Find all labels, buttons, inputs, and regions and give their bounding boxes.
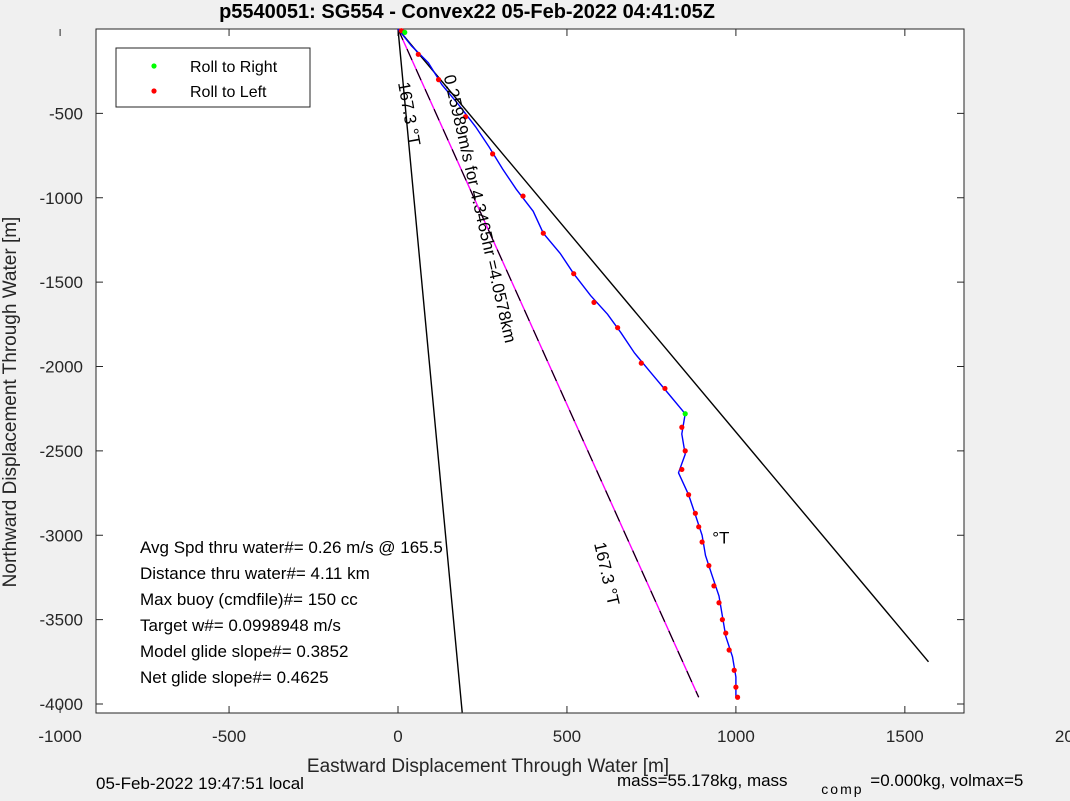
footer-local-time: 05-Feb-2022 19:47:51 local <box>96 774 304 793</box>
roll-left-point <box>415 51 421 57</box>
y-tick-label: -3500 <box>40 611 83 630</box>
legend: Roll to Right Roll to Left <box>115 47 311 108</box>
annotation-label: °T <box>712 529 729 548</box>
chart-title: p5540051: SG554 - Convex22 05-Feb-2022 0… <box>219 1 715 23</box>
stat-line: Max buoy (cmdfile)#= 150 cc <box>140 590 358 609</box>
y-tick-label: -1500 <box>40 273 83 292</box>
x-tick-label: 1000 <box>717 727 755 746</box>
roll-left-point <box>723 630 729 636</box>
y-tick-label: -4000 <box>40 695 83 714</box>
plot-area <box>95 28 965 714</box>
stat-line: Model glide slope#= 0.3852 <box>140 642 348 661</box>
roll-left-point <box>711 583 717 589</box>
x-tick-label: -500 <box>212 727 246 746</box>
roll-left-point <box>462 114 469 120</box>
x-axis: -1500-1000-500050010001500200025003000 <box>38 29 1070 746</box>
x-tick-label: -1000 <box>38 727 81 746</box>
x-axis-label: Eastward Displacement Through Water [m] <box>307 756 669 777</box>
y-tick-label: -2000 <box>40 358 83 377</box>
roll-left-point <box>706 563 712 569</box>
legend-marker <box>151 88 157 94</box>
roll-left-point <box>571 271 577 277</box>
roll-left-point <box>692 510 698 516</box>
roll-left-point <box>719 617 725 623</box>
footer-mass-sub: comp <box>821 781 863 797</box>
roll-left-point <box>734 694 741 700</box>
roll-left-point <box>696 524 702 530</box>
roll-left-point <box>435 77 442 83</box>
plot-series <box>397 28 930 713</box>
roll-left-point <box>520 193 526 199</box>
roll-left-point <box>699 539 705 545</box>
y-tick-label: -1000 <box>40 189 83 208</box>
legend-label: Roll to Right <box>190 59 278 76</box>
roll-right-point <box>682 411 688 417</box>
legend-marker <box>151 63 157 69</box>
roll-left-point <box>733 684 739 690</box>
stat-line: Avg Spd thru water#= 0.26 m/s @ 165.5 <box>140 538 443 557</box>
envelope-line <box>397 28 463 713</box>
roll-left-point <box>540 230 546 236</box>
roll-left-point <box>591 299 597 305</box>
y-axis-label: Northward Displacement Through Water [m] <box>0 217 21 588</box>
x-tick-label: 1500 <box>886 727 924 746</box>
y-tick-label: -3000 <box>40 526 83 545</box>
heading-line <box>397 28 700 698</box>
x-tick-label: 500 <box>553 727 581 746</box>
footer-mass-b: =0.000kg, volmax=5 <box>870 771 1023 790</box>
roll-left-point <box>662 385 668 392</box>
stats-block: Avg Spd thru water#= 0.26 m/s @ 165.5 Dis… <box>140 538 443 687</box>
x-tick-label: 0 <box>393 727 402 746</box>
envelope-line <box>397 28 930 663</box>
y-tick-label: -500 <box>49 104 83 123</box>
roll-left-point <box>679 424 685 430</box>
roll-left-point <box>731 667 737 673</box>
roll-left-point <box>682 448 688 454</box>
x-tick-label: 2000 <box>1055 727 1070 746</box>
roll-left-point <box>490 151 496 157</box>
stat-line: Distance thru water#= 4.11 km <box>140 564 370 583</box>
roll-left-point <box>615 325 621 331</box>
footer-mass-a: mass=55.178kg, mass <box>617 771 788 790</box>
footer-mass: mass=55.178kg, mass comp =0.000kg, volma… <box>617 771 1023 798</box>
y-tick-label: -2500 <box>40 442 83 461</box>
roll-left-point <box>679 466 685 473</box>
stat-line: Target w#= 0.0998948 m/s <box>140 616 341 635</box>
legend-label: Roll to Left <box>190 84 267 101</box>
stat-line: Net glide slope#= 0.4625 <box>140 668 329 687</box>
roll-left-point <box>726 647 732 653</box>
roll-left-point <box>685 492 692 498</box>
roll-right-point <box>402 29 408 35</box>
y-axis: -500 -1000 -1500 -2000 -2500 -3000 -3500 -4000 <box>40 104 964 714</box>
roll-left-point <box>716 600 722 606</box>
roll-left-point <box>638 360 644 366</box>
